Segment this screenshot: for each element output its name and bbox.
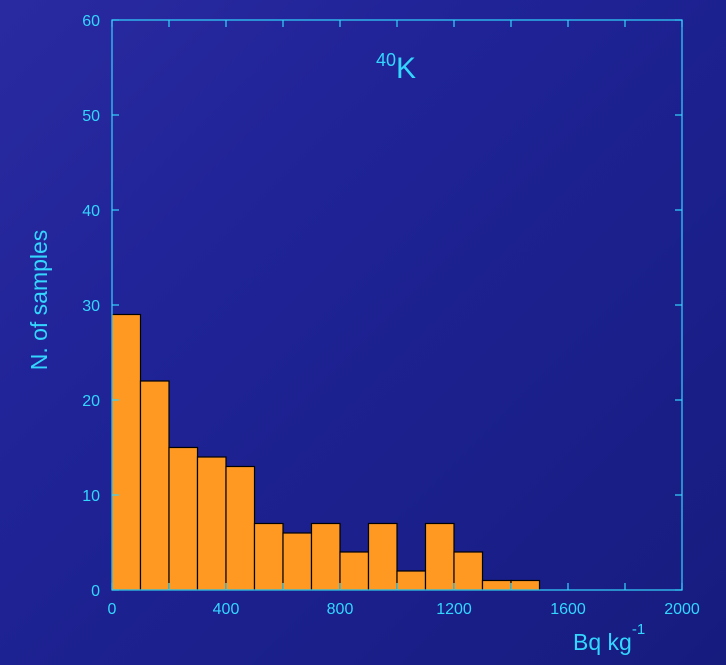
chart-title-main: K	[396, 52, 416, 85]
y-tick-label-0: 0	[91, 583, 100, 600]
histogram-bar-10	[396, 570, 427, 591]
ticks-group: 0 400 800 1200 1600 2000 0 10 20 30 40 50 60	[82, 13, 700, 618]
x-tick-label-5: 2000	[664, 601, 700, 618]
histogram-bar-14	[510, 579, 541, 591]
histogram-bar-2	[168, 446, 199, 591]
histogram-bar-11	[424, 522, 455, 591]
chart-title: 40K	[376, 50, 416, 85]
x-tick-label-1: 400	[213, 601, 240, 618]
histogram-bar-13	[481, 579, 512, 591]
histogram-bar-12	[453, 551, 484, 591]
x-tick-label-0: 0	[108, 601, 117, 618]
y-tick-label-5: 50	[82, 108, 100, 125]
chart-title-superscript: 40	[376, 50, 396, 70]
histogram-bar-7	[310, 522, 341, 591]
x-axis-title: Bq kg-1	[573, 621, 645, 655]
x-tick-label-2: 800	[327, 601, 354, 618]
bars-group	[111, 313, 541, 591]
histogram-bar-4	[225, 465, 256, 591]
x-axis-title-superscript: -1	[632, 621, 645, 638]
x-tick-label-4: 1600	[550, 601, 586, 618]
histogram-bar-9	[367, 522, 398, 591]
histogram-bar-1	[139, 380, 170, 591]
y-tick-label-4: 40	[82, 203, 100, 220]
histogram-bar-5	[253, 522, 284, 591]
y-axis-title: N. of samples	[26, 230, 52, 371]
y-tick-label-6: 60	[82, 13, 100, 30]
y-tick-label-1: 10	[82, 488, 100, 505]
y-tick-label-3: 30	[82, 298, 100, 315]
histogram-bar-6	[282, 532, 313, 591]
x-axis-title-main: Bq kg	[573, 629, 632, 655]
histogram-bar-8	[339, 551, 370, 591]
y-tick-label-2: 20	[82, 393, 100, 410]
histogram-bar-3	[196, 456, 227, 591]
histogram-bar-0	[111, 313, 142, 591]
x-tick-label-3: 1200	[436, 601, 472, 618]
